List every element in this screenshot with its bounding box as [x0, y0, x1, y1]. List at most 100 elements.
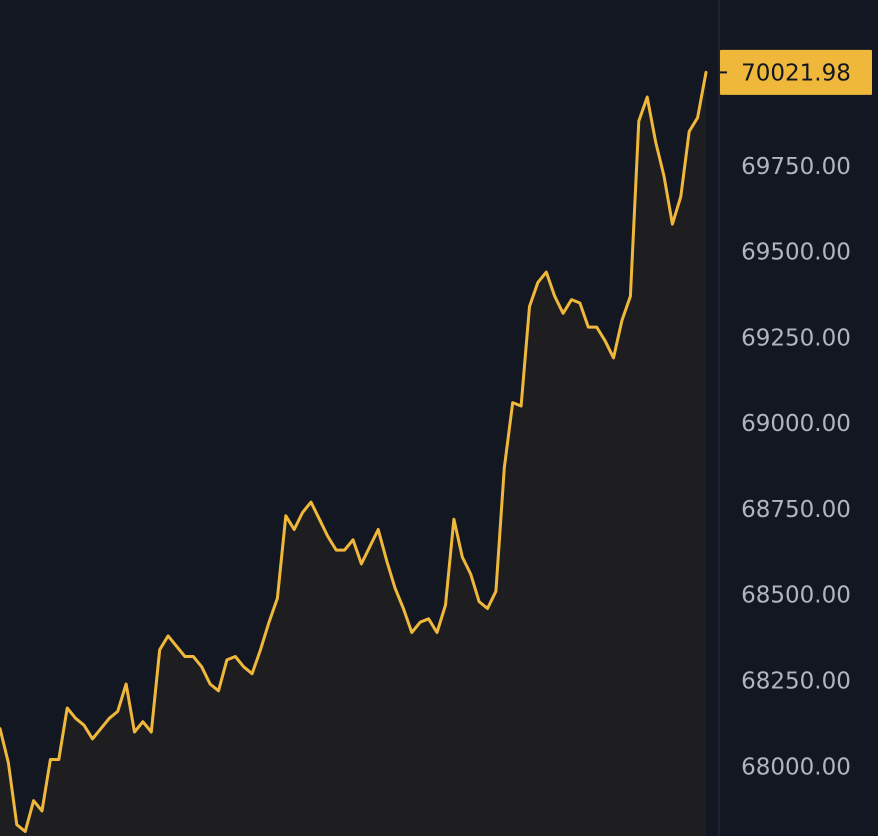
price-point — [125, 683, 128, 686]
price-point — [310, 501, 313, 504]
price-point — [595, 326, 598, 329]
price-point — [696, 116, 699, 119]
price-point — [654, 140, 657, 143]
price-axis-tick-label: 69750.00 — [741, 154, 851, 180]
price-point — [268, 621, 271, 624]
price-point — [452, 518, 455, 521]
price-point — [511, 401, 514, 404]
price-point — [276, 597, 279, 600]
price-point — [335, 549, 338, 552]
price-point — [360, 562, 363, 565]
price-point — [41, 809, 44, 812]
price-point — [478, 600, 481, 603]
price-point — [242, 665, 245, 668]
price-point — [679, 195, 682, 198]
last-price-label: 70021.98 — [741, 60, 851, 86]
price-point — [553, 295, 556, 298]
price-point — [486, 607, 489, 610]
price-point — [183, 655, 186, 658]
price-point — [217, 689, 220, 692]
price-point — [200, 665, 203, 668]
price-axis-tick-label: 68250.00 — [741, 669, 851, 695]
price-point — [646, 96, 649, 99]
price-point — [570, 298, 573, 301]
price-point — [604, 339, 607, 342]
price-point — [32, 799, 35, 802]
price-point — [629, 295, 632, 298]
price-axis-tick-label: 68750.00 — [741, 497, 851, 523]
price-point — [444, 604, 447, 607]
price-point — [74, 717, 77, 720]
price-point — [24, 830, 27, 833]
price-point — [637, 120, 640, 123]
price-point — [562, 312, 565, 315]
price-point — [612, 356, 615, 359]
price-point — [15, 823, 18, 826]
price-point — [671, 223, 674, 226]
price-point — [394, 586, 397, 589]
price-point — [461, 556, 464, 559]
price-axis-tick-label: 68000.00 — [741, 754, 851, 780]
price-point — [175, 645, 178, 648]
price-point — [318, 518, 321, 521]
price-point — [192, 655, 195, 658]
price-point — [66, 707, 69, 710]
price-point — [503, 466, 506, 469]
last-price-badge-bg — [720, 49, 872, 95]
price-point — [368, 545, 371, 548]
price-axis-tick-label: 69250.00 — [741, 325, 851, 351]
price-point — [293, 528, 296, 531]
price-point — [343, 549, 346, 552]
price-point — [419, 621, 422, 624]
price-point — [705, 71, 708, 74]
price-area-fill — [0, 72, 706, 836]
price-point — [326, 535, 329, 538]
price-point — [7, 761, 10, 764]
price-point — [427, 617, 430, 620]
price-point — [108, 717, 111, 720]
price-point — [469, 573, 472, 576]
price-point — [167, 634, 170, 637]
price-point — [352, 538, 355, 541]
price-point — [251, 672, 254, 675]
price-point — [663, 175, 666, 178]
price-point — [545, 271, 548, 274]
price-point — [536, 281, 539, 284]
price-point — [528, 305, 531, 308]
price-point — [385, 559, 388, 562]
price-point — [141, 720, 144, 723]
price-point — [587, 326, 590, 329]
price-point — [150, 731, 153, 734]
price-point — [402, 607, 405, 610]
price-point — [377, 528, 380, 531]
price-point — [91, 737, 94, 740]
price-point — [259, 648, 262, 651]
price-point — [99, 727, 102, 730]
price-axis[interactable]: 69750.00 69500.00 69250.00 69000.00 68750.00… — [741, 154, 851, 781]
price-point — [284, 514, 287, 517]
price-line[interactable] — [0, 70, 708, 833]
price-axis-tick-label: 69000.00 — [741, 411, 851, 437]
price-point — [436, 631, 439, 634]
price-point — [83, 724, 86, 727]
last-price-badge: 70021.98 — [719, 49, 872, 95]
price-point — [494, 590, 497, 593]
price-point — [578, 302, 581, 305]
price-point — [116, 710, 119, 713]
price-point — [688, 130, 691, 133]
price-point — [410, 631, 413, 634]
price-point — [133, 731, 136, 734]
price-axis-tick-label: 68500.00 — [741, 583, 851, 609]
price-point — [301, 511, 304, 514]
price-point — [234, 655, 237, 658]
price-point — [57, 758, 60, 761]
price-point — [225, 658, 228, 661]
price-point — [158, 648, 161, 651]
plot-area[interactable] — [0, 70, 708, 836]
price-point — [520, 405, 523, 408]
price-point — [621, 319, 624, 322]
price-axis-tick-label: 69500.00 — [741, 240, 851, 266]
price-point — [209, 683, 212, 686]
